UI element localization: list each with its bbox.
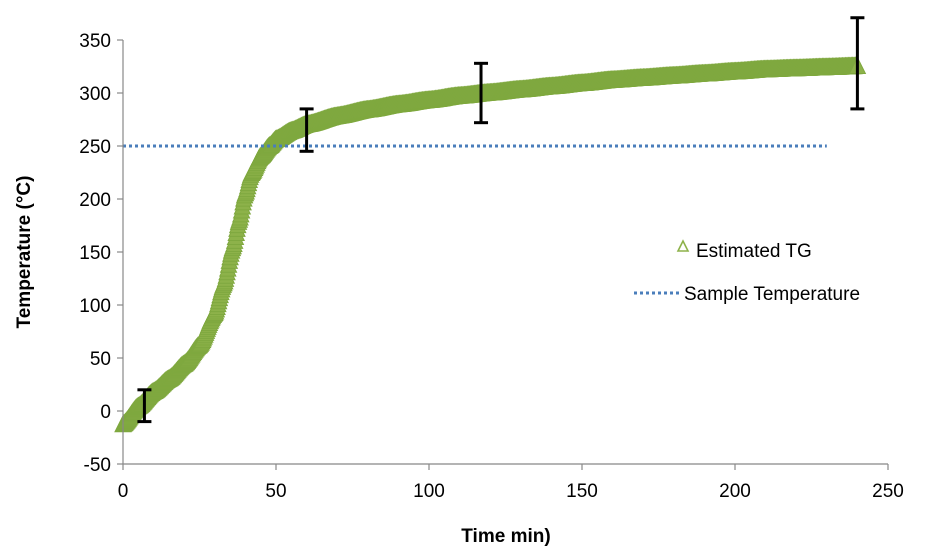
y-tick-label: 350: [79, 31, 111, 52]
x-tick-label: 150: [566, 481, 598, 502]
error-bar: [474, 61, 489, 125]
estimated-tg-series: [114, 56, 867, 433]
legend-label-sample-temperature: Sample Temperature: [684, 284, 860, 305]
error-bar: [137, 388, 152, 424]
y-tick-label: 50: [90, 349, 111, 370]
y-tick-label: 300: [79, 84, 111, 105]
y-tick-label: -50: [84, 455, 111, 476]
x-tick-label: 0: [118, 481, 129, 502]
x-tick-label: 50: [265, 481, 286, 502]
x-axis-title: Time min): [461, 526, 550, 547]
x-tick-label: 200: [719, 481, 751, 502]
error-bar: [299, 107, 314, 153]
plot-area: [114, 16, 867, 433]
axes: -50 0 50 100 150 200 250 300 350 0 50 100 150 200 250: [79, 31, 904, 502]
legend: Estimated TG Sample Temperature: [634, 239, 860, 305]
x-tick-label: 100: [413, 481, 445, 502]
x-tick-label: 250: [872, 481, 904, 502]
legend-label-estimated-tg: Estimated TG: [696, 241, 812, 262]
y-tick-label: 0: [100, 402, 111, 423]
y-tick-label: 150: [79, 243, 111, 264]
y-tick-label: 200: [79, 190, 111, 211]
error-bar: [850, 16, 865, 111]
legend-triangle-marker: [676, 239, 690, 252]
legend-item-sample-temperature: Sample Temperature: [634, 284, 860, 305]
legend-item-estimated-tg: Estimated TG: [676, 239, 812, 262]
y-tick-label: 250: [79, 137, 111, 158]
y-tick-label: 100: [79, 296, 111, 317]
y-axis-title: Temperature (°C): [14, 176, 35, 329]
